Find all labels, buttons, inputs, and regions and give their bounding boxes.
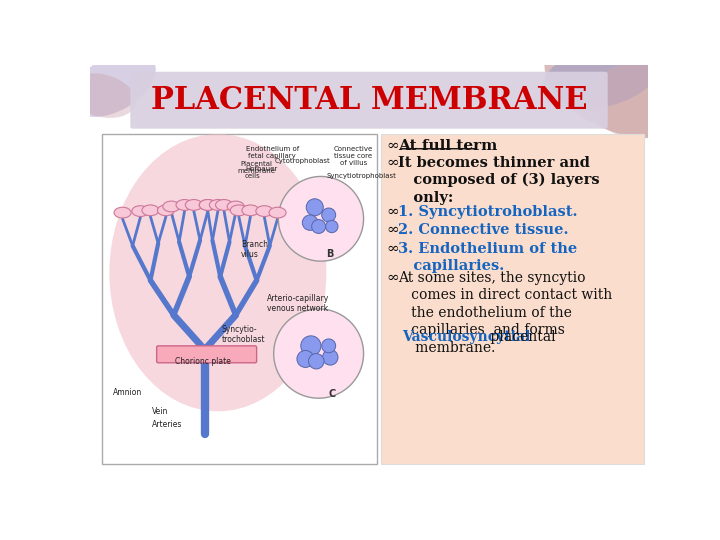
Text: It becomes thinner and
   composed of (3) layers
   only:: It becomes thinner and composed of (3) l… <box>398 156 600 205</box>
Ellipse shape <box>544 38 690 138</box>
Ellipse shape <box>256 206 273 217</box>
Ellipse shape <box>199 200 216 210</box>
Text: ∞: ∞ <box>386 205 399 219</box>
Ellipse shape <box>163 201 180 212</box>
Ellipse shape <box>132 206 149 217</box>
Circle shape <box>306 199 323 215</box>
Text: Amnion: Amnion <box>113 388 143 396</box>
Text: Hofbauer
cells: Hofbauer cells <box>245 166 277 179</box>
Text: PLACENTAL MEMBRANE: PLACENTAL MEMBRANE <box>150 85 588 116</box>
Text: Chorionc plate: Chorionc plate <box>175 357 231 366</box>
Circle shape <box>279 177 364 261</box>
Ellipse shape <box>210 200 226 210</box>
Text: Arteries: Arteries <box>152 420 182 429</box>
Text: placental: placental <box>486 330 556 343</box>
Circle shape <box>322 339 336 353</box>
Ellipse shape <box>269 207 286 218</box>
Ellipse shape <box>71 51 156 117</box>
Text: Endothelium of
fetal capillary: Endothelium of fetal capillary <box>246 146 299 159</box>
Ellipse shape <box>199 200 216 210</box>
FancyBboxPatch shape <box>130 72 608 129</box>
Text: 1. Syncytiotrohoblast.: 1. Syncytiotrohoblast. <box>398 205 578 219</box>
Text: Arterio-capillary
venous network: Arterio-capillary venous network <box>266 294 329 313</box>
Circle shape <box>309 354 324 369</box>
Text: 2. Connective tissue.: 2. Connective tissue. <box>398 224 569 238</box>
Circle shape <box>297 350 314 367</box>
Text: ∞: ∞ <box>386 271 399 285</box>
Text: At full term: At full term <box>398 139 498 153</box>
FancyBboxPatch shape <box>102 134 377 464</box>
Ellipse shape <box>142 205 159 215</box>
Circle shape <box>322 208 336 222</box>
Ellipse shape <box>590 61 690 138</box>
Ellipse shape <box>176 200 193 210</box>
Text: ∞: ∞ <box>386 242 399 256</box>
Text: Syncytio-
trochoblast: Syncytio- trochoblast <box>222 325 265 344</box>
Text: Vasculosyncytial: Vasculosyncytial <box>402 330 531 343</box>
Text: membrane.: membrane. <box>402 341 495 355</box>
Text: ∞: ∞ <box>386 224 399 238</box>
Ellipse shape <box>68 73 136 118</box>
Circle shape <box>301 336 321 356</box>
Circle shape <box>274 309 364 398</box>
FancyBboxPatch shape <box>157 346 256 363</box>
Ellipse shape <box>230 205 248 215</box>
Ellipse shape <box>215 200 233 210</box>
Text: ∞: ∞ <box>386 156 399 170</box>
Text: Placental
membrane: Placental membrane <box>238 161 276 174</box>
Circle shape <box>302 215 318 231</box>
Ellipse shape <box>242 205 259 215</box>
Ellipse shape <box>114 207 131 218</box>
Text: Syncytiotrophoblast: Syncytiotrophoblast <box>326 173 396 179</box>
Text: Branch
vilus: Branch vilus <box>241 240 268 259</box>
Text: Vein: Vein <box>152 407 168 416</box>
Ellipse shape <box>185 200 202 210</box>
FancyBboxPatch shape <box>381 134 644 464</box>
Circle shape <box>312 220 325 233</box>
Text: C: C <box>329 389 336 400</box>
Ellipse shape <box>109 134 326 411</box>
Text: At some sites, the syncytio
   comes in direct contact with
   the endothelium o: At some sites, the syncytio comes in dir… <box>398 271 613 337</box>
Ellipse shape <box>228 201 244 212</box>
Ellipse shape <box>541 43 662 110</box>
Text: Cytotrophoblast: Cytotrophoblast <box>274 158 330 164</box>
Text: ∞: ∞ <box>386 139 399 153</box>
Text: Connective
tissue core
of villus: Connective tissue core of villus <box>334 146 373 166</box>
Text: 3. Endothelium of the
   capillaries.: 3. Endothelium of the capillaries. <box>398 242 577 273</box>
Ellipse shape <box>158 205 174 215</box>
Circle shape <box>325 220 338 233</box>
Text: B: B <box>326 249 334 259</box>
Circle shape <box>323 350 338 365</box>
